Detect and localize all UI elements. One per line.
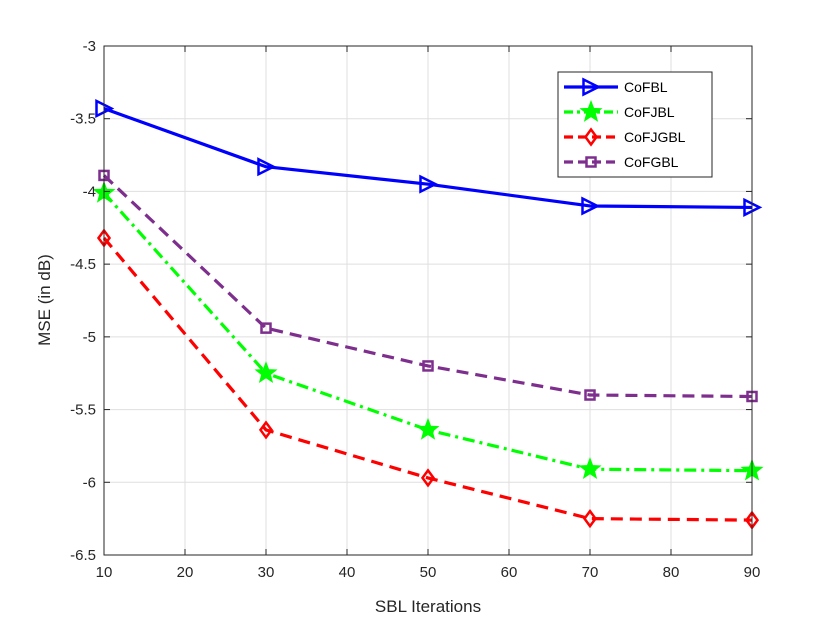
legend-label-cofjbl: CoFJBL	[624, 104, 675, 120]
series-line-cofgbl	[102, 174, 753, 399]
x-tick-label: 20	[177, 564, 194, 581]
data-point-cofjbl	[578, 457, 602, 480]
data-point-cofgbl	[422, 360, 434, 372]
y-tick-label: -5.5	[70, 402, 96, 419]
y-tick-label: -6.5	[70, 547, 96, 564]
data-point-cofjbl	[416, 417, 440, 440]
legend: CoFBL CoFJBL CoFJGBL CoFGBL	[557, 71, 713, 178]
data-point-cofbl	[257, 157, 277, 177]
legend-marker-cofjbl	[579, 99, 603, 122]
x-tick-label: 90	[744, 564, 761, 581]
series-line-cofbl	[103, 107, 753, 210]
y-tick-label: -6	[83, 474, 96, 491]
x-tick-label: 60	[501, 564, 518, 581]
data-point-cofjbl	[254, 361, 278, 384]
data-point-cofjgbl	[258, 420, 274, 440]
legend-marker-cofjgbl	[583, 127, 599, 147]
y-tick-label: -3.5	[70, 111, 96, 128]
x-tick-label: 50	[420, 564, 437, 581]
data-point-cofbl	[419, 174, 439, 194]
x-axis-label: SBL Iterations	[375, 597, 481, 616]
y-tick-label: -4	[83, 183, 96, 200]
y-tick-label: -4.5	[70, 256, 96, 273]
legend-marker-cofbl	[582, 77, 602, 97]
series-line-cofjgbl	[102, 236, 753, 522]
data-point-cofjgbl	[420, 468, 436, 488]
data-point-cofgbl	[260, 322, 272, 334]
y-tick-label: -3	[83, 38, 96, 55]
x-tick-label: 70	[582, 564, 599, 581]
legend-label-cofbl: CoFBL	[624, 79, 668, 95]
data-point-cofbl	[581, 196, 601, 216]
grid	[104, 46, 752, 555]
legend-marker-cofgbl	[585, 156, 597, 168]
x-tick-label: 10	[96, 564, 113, 581]
x-tick-label: 80	[663, 564, 680, 581]
data-point-cofgbl	[584, 389, 596, 401]
x-tick-label: 30	[258, 564, 275, 581]
legend-label-cofgbl: CoFGBL	[624, 154, 679, 170]
y-axis-label: MSE (in dB)	[35, 254, 54, 346]
x-tick-label: 40	[339, 564, 356, 581]
legend-label-cofjgbl: CoFJGBL	[624, 129, 686, 145]
data-point-cofjgbl	[582, 509, 598, 529]
axis-ticks: 10 20 30 40 50 60 70 80 90 -3 -3.5 -4 -4.5 -5 -5.5 -6 -6…	[70, 38, 760, 581]
series-line-cofjbl	[102, 191, 753, 473]
y-tick-label: -5	[83, 329, 96, 346]
